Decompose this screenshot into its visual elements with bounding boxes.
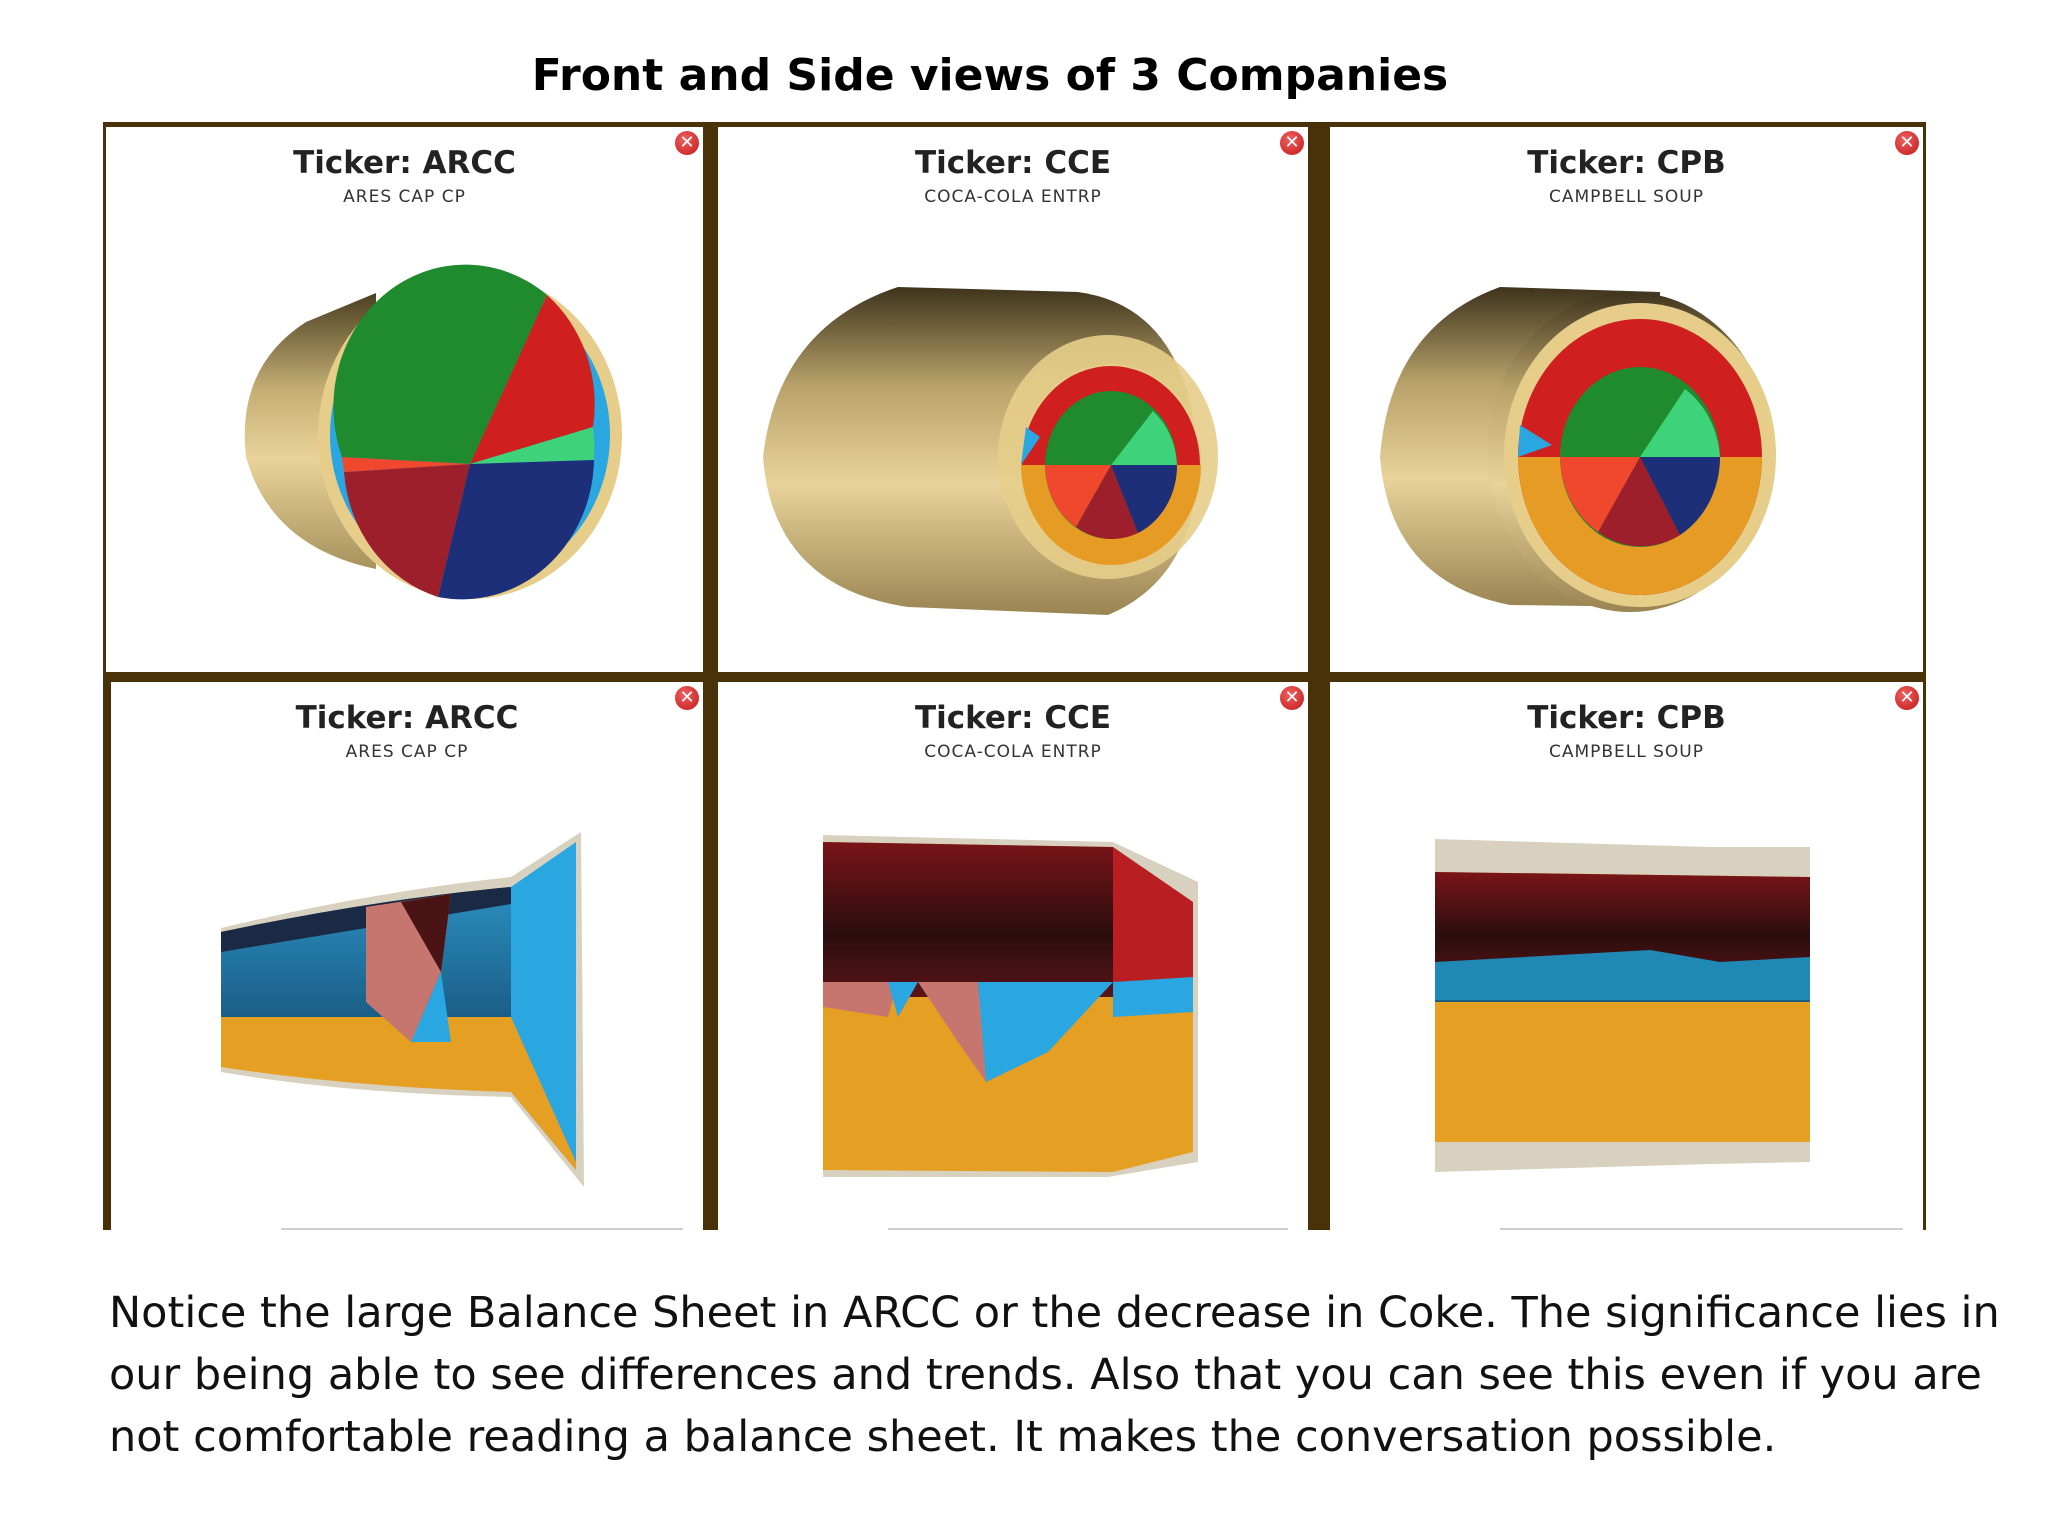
arcc-front-cylinder — [244, 264, 622, 600]
page-title: Front and Side views of 3 Companies — [531, 50, 1449, 101]
caption-line: Notice the large Balance Sheet in ARCC o… — [109, 1288, 2000, 1338]
ticker-label: Ticker: CPB — [1527, 700, 1726, 736]
company-name: CAMPBELL SOUP — [1548, 187, 1705, 207]
close-icon[interactable]: ✕ — [1280, 686, 1304, 710]
ticker-label: Ticker: CCE — [914, 145, 1112, 181]
company-name: CAMPBELL SOUP — [1548, 742, 1705, 762]
company-name: ARES CAP CP — [343, 187, 466, 207]
front-panel-cpb[interactable]: Ticker: CPB CAMPBELL SOUP ✕ — [1330, 127, 1923, 672]
ticker-label: Ticker: CPB — [1527, 145, 1726, 181]
front-panel-cce[interactable]: Ticker: CCE COCA-COLA ENTRP ✕ — [718, 127, 1308, 672]
ticker-label: Ticker: CCE — [914, 700, 1112, 736]
cpb-side-profile — [1435, 839, 1810, 1172]
cce-front-cylinder — [763, 287, 1218, 615]
close-icon[interactable]: ✕ — [1895, 686, 1919, 710]
close-icon[interactable]: ✕ — [675, 686, 699, 710]
baseline-divider — [281, 1228, 683, 1230]
close-icon[interactable]: ✕ — [675, 131, 699, 155]
caption-line: our being able to see differences and tr… — [109, 1350, 1982, 1400]
side-panel-cpb[interactable]: Ticker: CPB CAMPBELL SOUP ✕ — [1330, 682, 1923, 1230]
company-name: COCA-COLA ENTRP — [924, 187, 1102, 207]
caption-line: not comfortable reading a balance sheet.… — [109, 1412, 1777, 1462]
ticker-label: Ticker: ARCC — [293, 145, 516, 181]
caption-paragraph: Notice the large Balance Sheet in ARCC o… — [109, 1282, 2000, 1468]
cce-side-profile — [823, 835, 1198, 1177]
company-name: ARES CAP CP — [345, 742, 469, 762]
ticker-label: Ticker: ARCC — [295, 700, 519, 736]
arcc-side-profile — [221, 832, 584, 1187]
company-name: COCA-COLA ENTRP — [924, 742, 1102, 762]
baseline-divider — [1500, 1228, 1903, 1230]
cpb-front-cylinder — [1380, 287, 1776, 612]
visualization-grid: Ticker: ARCC ARES CAP CP ✕ T — [103, 122, 1926, 1230]
baseline-divider — [888, 1228, 1288, 1230]
front-panel-arcc[interactable]: Ticker: ARCC ARES CAP CP ✕ — [106, 127, 703, 672]
side-panel-arcc[interactable]: Ticker: ARCC ARES CAP CP ✕ — [111, 682, 703, 1230]
side-panel-cce[interactable]: Ticker: CCE COCA-COLA ENTRP ✕ — [718, 682, 1308, 1230]
close-icon[interactable]: ✕ — [1895, 131, 1919, 155]
close-icon[interactable]: ✕ — [1280, 131, 1304, 155]
